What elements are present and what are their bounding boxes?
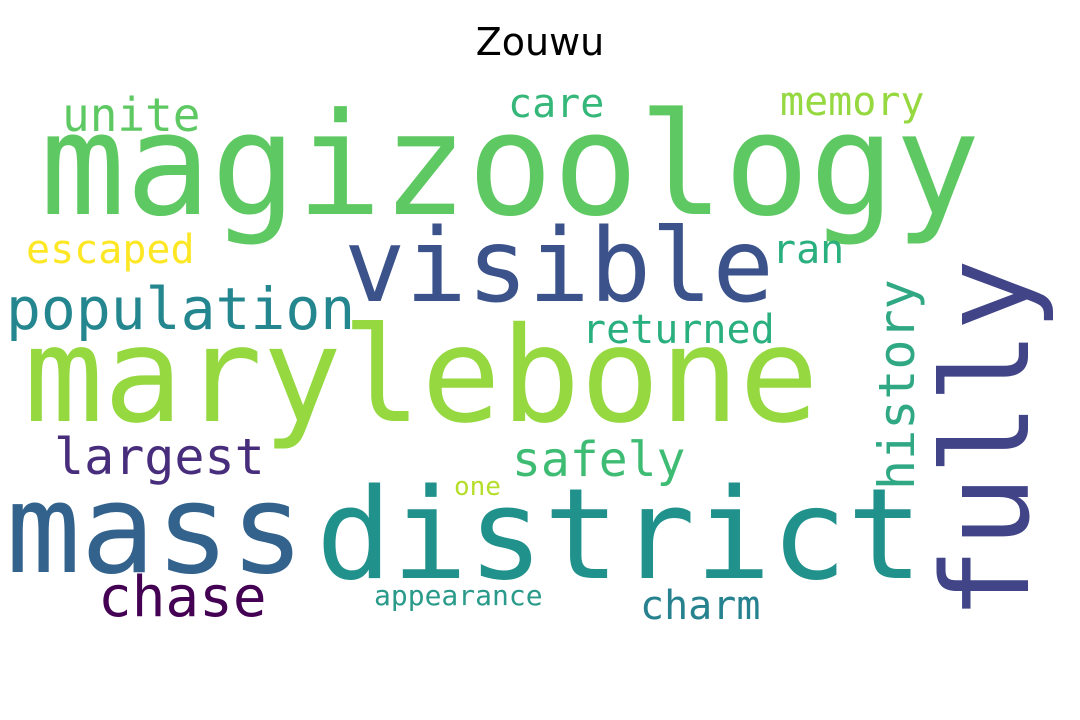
word-charm: charm [640, 583, 761, 629]
word-care: care [508, 81, 605, 127]
word-safely: safely [512, 432, 686, 488]
word-population: population [6, 275, 356, 343]
word-magizoology: magizoology [40, 83, 981, 248]
word-appearance: appearance [374, 579, 543, 612]
chart-title: Zouwu [475, 20, 605, 64]
word-one: one [454, 472, 501, 502]
word-marylebone: marylebone [24, 299, 819, 453]
word-mass: mass [6, 458, 305, 602]
word-chase: chase [98, 565, 267, 630]
word-visible: visible [344, 207, 774, 326]
word-largest: largest [54, 428, 265, 486]
word-unite: unite [62, 88, 201, 142]
word-history: history [868, 279, 926, 490]
word-returned: returned [582, 307, 775, 353]
word-district: district [316, 461, 923, 608]
word-ran: ran [772, 227, 845, 273]
word-escaped: escaped [26, 227, 195, 273]
word-fully: fully [918, 258, 1057, 620]
word-memory: memory [780, 79, 925, 125]
